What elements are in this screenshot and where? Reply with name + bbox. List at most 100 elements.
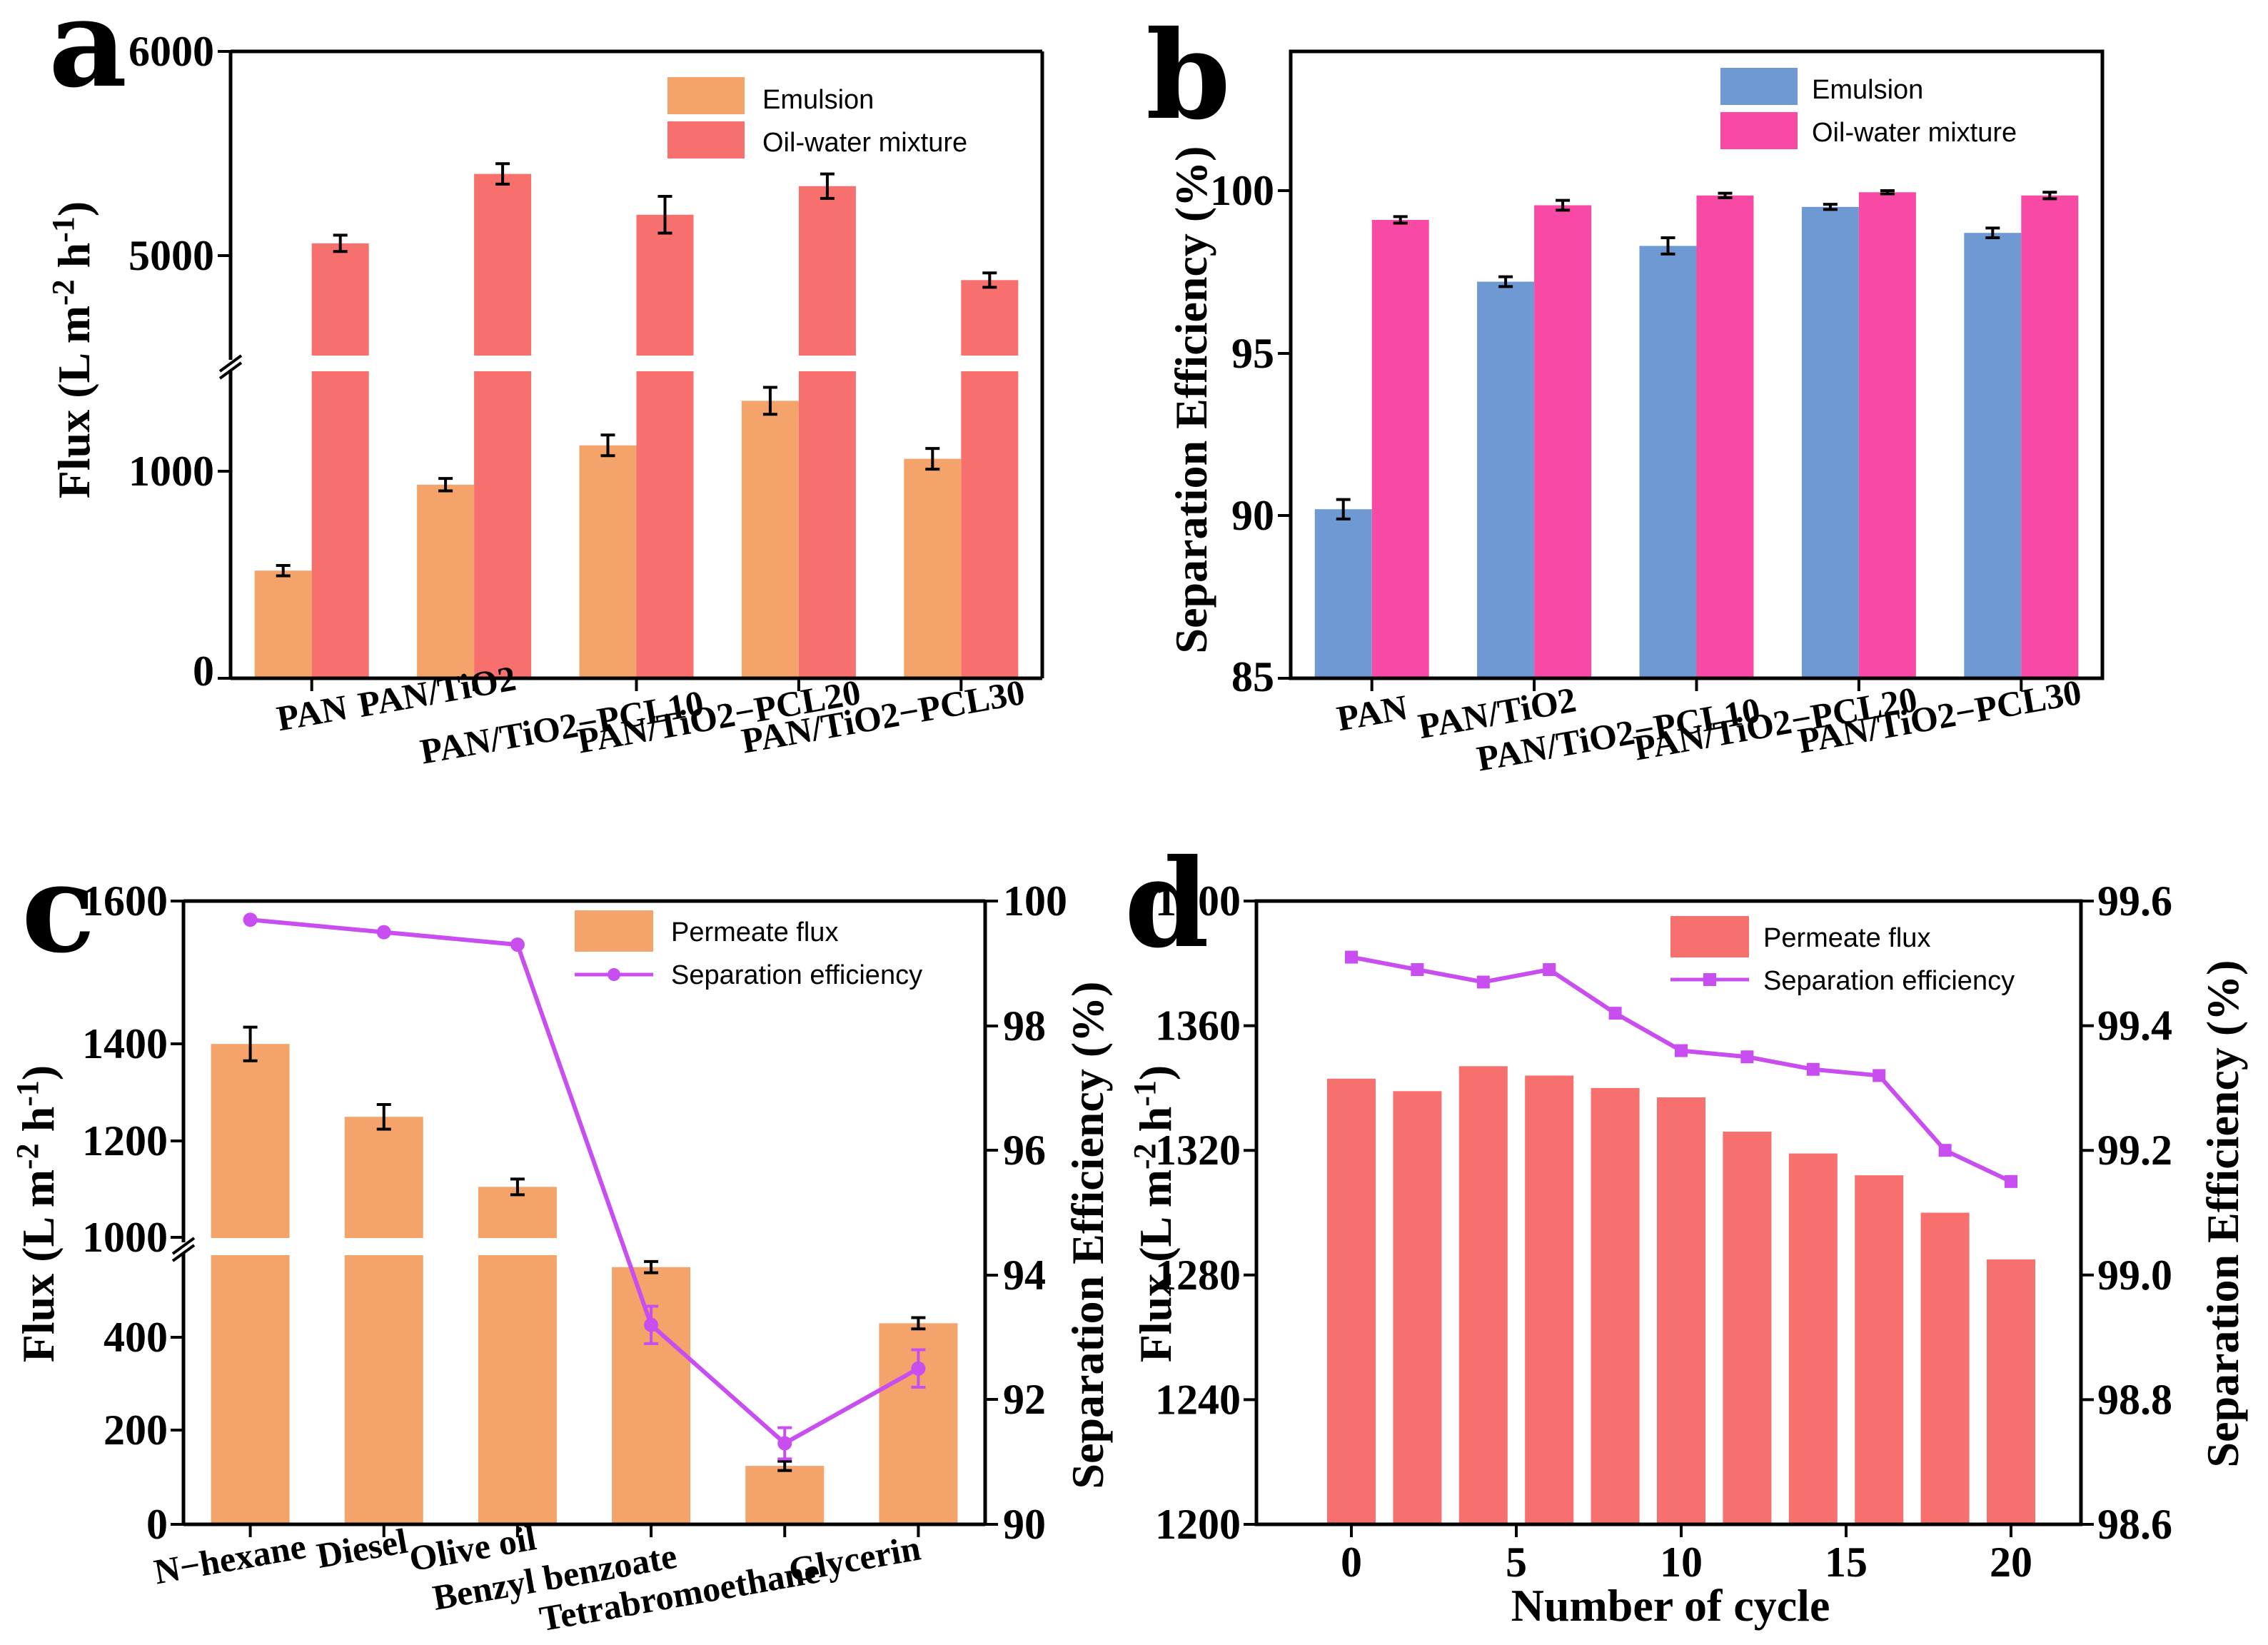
panel-b-legend-emulsion-swatch: [1720, 68, 1798, 105]
panel-c: c 1600 1400 1200 1000 400 200: [10, 837, 1113, 1639]
panel-a-errorbar-emulsion: [925, 447, 940, 471]
panel-d-bar-flux: [1657, 1097, 1705, 1524]
panel-c-break-mark-upper: [171, 1244, 196, 1262]
panel-a-bar-oilwater: [961, 280, 1019, 678]
panel-d-legend: Permeate flux Separation efficiency: [1670, 916, 2015, 996]
panel-d-y2tick-99.6: 99.6: [2097, 877, 2172, 925]
panel-c-bar-flux: [745, 1466, 825, 1524]
panel-c-efficiency-point: [644, 1317, 659, 1332]
panel-d-y2tick-98.8: 98.8: [2097, 1376, 2172, 1423]
panel-d-efficiency-point: [1345, 950, 1358, 964]
panel-a-bar-oilwater: [798, 186, 856, 678]
panel-c-bars: [211, 1025, 958, 1524]
panel-d-bar-flux: [1525, 1075, 1574, 1524]
panel-b-legend-emulsion-label: Emulsion: [1812, 75, 1923, 105]
panel-b-errorbar-oilwater: [1718, 191, 1733, 200]
panel-b: b 85 90 95 100 PAN PAN/TiO2 PAN/TiO2−PCL…: [1146, 4, 2105, 779]
panel-d-efficiency-point: [1543, 963, 1556, 977]
panel-c-y2tick-96: 96: [1003, 1127, 1046, 1174]
panel-a-errorbar-emulsion: [600, 433, 615, 458]
panel-b-bar-oilwater: [2021, 195, 2079, 679]
panel-a-errorbar-oilwater: [333, 233, 348, 253]
panel-a-axis-break-gap: [228, 356, 1071, 371]
panel-b-y-ticks: 85 90 95 100: [1210, 167, 1291, 700]
panel-b-bar-emulsion: [1477, 281, 1535, 678]
panel-c-ytick-1000: 1000: [82, 1214, 168, 1261]
panel-d-efficiency-point: [1938, 1144, 1952, 1157]
panel-c-category-1: Diesel: [313, 1521, 410, 1576]
panel-a-errorbar-emulsion: [438, 477, 453, 493]
panel-b-bar-oilwater: [1696, 195, 1754, 679]
panel-d-bar-flux: [1920, 1212, 1970, 1524]
panel-b-errorbar-oilwater: [1393, 215, 1408, 225]
panel-c-errorbar-flux: [243, 1025, 258, 1062]
panel-b-bar-emulsion: [1964, 233, 2022, 678]
panel-c-y2tick-100: 100: [1003, 877, 1067, 925]
panel-c-legend-efficiency-label: Separation efficiency: [671, 960, 922, 990]
panel-b-legend-oilwater-swatch: [1720, 112, 1798, 149]
panel-d-letter: d: [1124, 832, 1209, 975]
panel-b-legend-oilwater-label: Oil-water mixture: [1812, 118, 2017, 148]
panel-b-legend: Emulsion Oil-water mixture: [1720, 68, 2017, 149]
panel-b-y-axis-title: Separation Efficiency (%): [1166, 146, 1216, 654]
panel-d-bars: [1327, 1066, 2035, 1524]
panel-b-category-0: PAN: [1334, 687, 1410, 738]
panel-c-y2tick-94: 94: [1003, 1252, 1046, 1299]
panel-b-bar-oilwater: [1534, 205, 1592, 678]
panel-d-bar-flux: [1788, 1153, 1838, 1524]
panel-d-efficiency-point: [2005, 1174, 2017, 1188]
panel-a-break-mark-lower: [218, 354, 243, 373]
panel-a-break-mark-upper: [218, 361, 243, 380]
panel-a-bar-emulsion: [579, 445, 637, 678]
panel-a-errorbar-oilwater: [657, 195, 672, 235]
panel-c-efficiency-point: [777, 1436, 792, 1451]
panel-d-efficiency-point: [1873, 1069, 1886, 1082]
panel-c-legend-flux-label: Permeate flux: [671, 917, 838, 947]
panel-c-ytick-1600: 1600: [82, 877, 168, 925]
panel-a-bar-oilwater: [636, 214, 694, 678]
panel-d-xtick-15: 15: [1825, 1539, 1868, 1586]
panel-c-y-ticks: 1600 1400 1200 1000 400 200 0: [82, 877, 183, 1548]
panel-d-ytick-1280: 1280: [1155, 1252, 1241, 1299]
panel-d-bar-flux: [1458, 1066, 1508, 1524]
panel-c-ytick-1400: 1400: [82, 1020, 168, 1067]
panel-d-bar-flux: [1327, 1078, 1376, 1524]
panel-b-bar-emulsion: [1314, 509, 1372, 678]
panel-d-efficiency-point: [1608, 1007, 1622, 1020]
panel-c-efficiency-point: [911, 1361, 926, 1376]
panel-d-legend-flux-swatch: [1670, 916, 1749, 957]
panel-d-x-ticks: 0 5 10 15 20: [1341, 1524, 2032, 1586]
panel-c-letter: c: [21, 837, 96, 980]
panel-a-bar-emulsion: [741, 401, 799, 678]
panel-d-y-ticks: 1400 1360 1320 1280 1240 1200: [1155, 877, 1256, 1548]
panel-c-y2tick-98: 98: [1003, 1002, 1046, 1050]
panel-b-errorbar-emulsion: [1985, 226, 2000, 240]
panel-d: d 1400 1360 1320 1280 1240 1200 99.6 9: [1124, 832, 2248, 1631]
panel-c-bar-flux: [344, 1117, 423, 1524]
panel-d-ytick-1320: 1320: [1155, 1127, 1241, 1174]
panel-b-ytick-100: 100: [1210, 167, 1274, 214]
panel-d-efficiency-point: [1476, 975, 1490, 989]
panel-d-y2tick-99.0: 99.0: [2097, 1252, 2172, 1299]
panel-c-bar-flux: [478, 1187, 557, 1524]
panel-c-y2tick-92: 92: [1003, 1376, 1046, 1423]
panel-b-bars: [1314, 189, 2079, 679]
panel-b-ytick-85: 85: [1231, 653, 1274, 700]
panel-b-letter: b: [1146, 4, 1231, 147]
panel-c-errorbar-flux: [510, 1177, 525, 1197]
panel-d-efficiency-line: [1345, 950, 2017, 1188]
panel-d-xtick-5: 5: [1506, 1539, 1527, 1586]
panel-a-legend-emulsion-label: Emulsion: [762, 85, 874, 115]
panel-b-errorbar-oilwater: [1880, 189, 1895, 196]
panel-b-ytick-90: 90: [1231, 492, 1274, 539]
panel-c-category-0: N−hexane: [151, 1526, 309, 1591]
panel-d-legend-flux-label: Permeate flux: [1763, 923, 1930, 953]
panel-c-efficiency-point: [510, 937, 525, 952]
panel-d-bar-flux: [1591, 1087, 1640, 1524]
panel-d-legend-efficiency-marker: [1703, 973, 1716, 986]
panel-d-efficiency-point: [1740, 1050, 1754, 1064]
panel-c-y2-axis-title: Separation Efficiency (%): [1062, 982, 1113, 1489]
panel-d-bar-flux: [1855, 1175, 1904, 1524]
panel-c-ytick-200: 200: [104, 1407, 168, 1454]
